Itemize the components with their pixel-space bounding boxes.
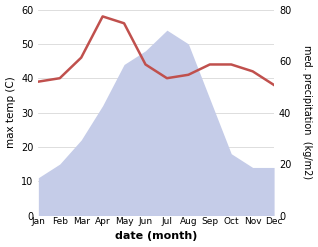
Y-axis label: med. precipitation  (kg/m2): med. precipitation (kg/m2): [302, 45, 313, 180]
X-axis label: date (month): date (month): [115, 231, 197, 242]
Y-axis label: max temp (C): max temp (C): [5, 77, 16, 148]
